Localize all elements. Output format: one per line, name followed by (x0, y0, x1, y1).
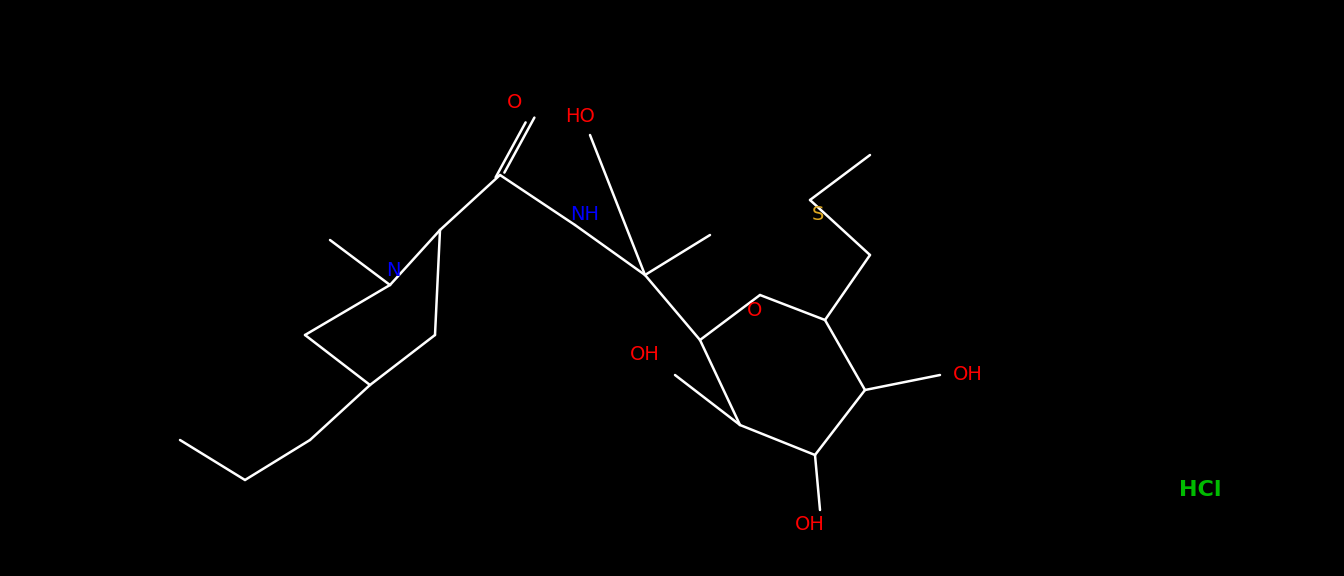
Text: O: O (747, 301, 762, 320)
Text: NH: NH (570, 206, 599, 225)
Text: S: S (812, 206, 824, 225)
Text: OH: OH (630, 346, 660, 365)
Text: OH: OH (796, 516, 825, 535)
Text: HO: HO (564, 108, 595, 127)
Text: HCl: HCl (1179, 480, 1222, 500)
Text: O: O (507, 93, 523, 112)
Text: N: N (386, 260, 401, 279)
Text: OH: OH (953, 366, 982, 385)
